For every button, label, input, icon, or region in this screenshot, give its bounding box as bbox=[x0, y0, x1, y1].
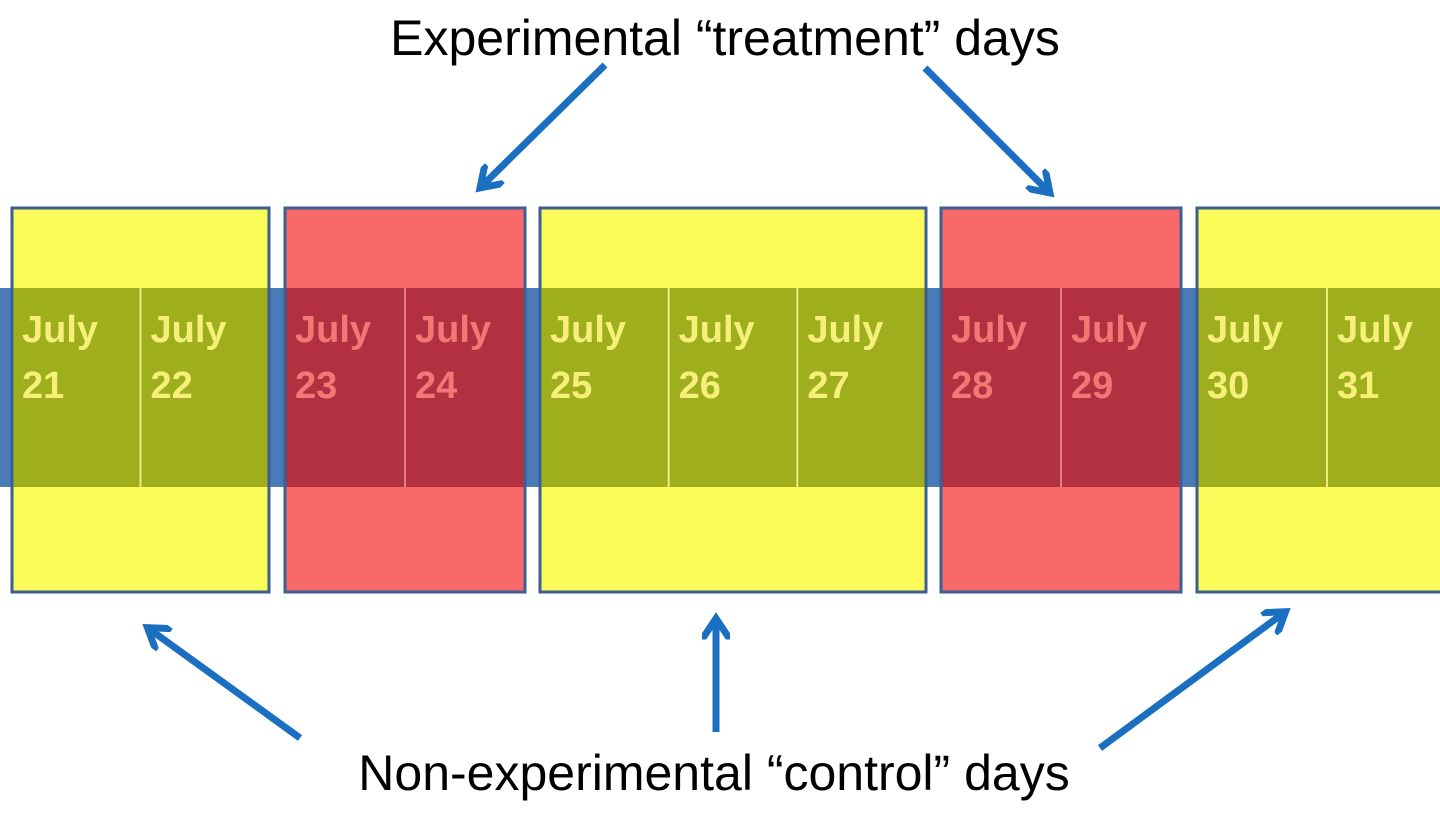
day-month: July bbox=[679, 309, 755, 351]
header-title: Experimental “treatment” days bbox=[390, 10, 1060, 66]
day-month: July bbox=[951, 309, 1027, 351]
day-number: 25 bbox=[550, 365, 592, 407]
day-month: July bbox=[1337, 309, 1413, 351]
day-month: July bbox=[550, 309, 626, 351]
day-number: 24 bbox=[415, 365, 457, 407]
group-border bbox=[283, 206, 527, 594]
group-border bbox=[1195, 206, 1440, 594]
arrow bbox=[484, 62, 608, 184]
arrow bbox=[152, 631, 303, 741]
day-number: 26 bbox=[679, 365, 721, 407]
group-border bbox=[939, 206, 1183, 594]
day-number: 22 bbox=[151, 365, 193, 407]
day-number: 31 bbox=[1337, 365, 1379, 407]
day-number: 28 bbox=[951, 365, 993, 407]
day-month: July bbox=[151, 309, 227, 351]
day-month: July bbox=[22, 309, 98, 351]
day-month: July bbox=[807, 309, 883, 351]
arrow bbox=[1097, 615, 1281, 751]
day-band bbox=[1197, 288, 1440, 487]
day-month: July bbox=[1071, 309, 1147, 351]
day-number: 29 bbox=[1071, 365, 1113, 407]
day-month: July bbox=[1207, 309, 1283, 351]
day-band bbox=[540, 288, 926, 487]
arrows bbox=[152, 62, 1281, 751]
group-border bbox=[10, 206, 271, 594]
day-number: 23 bbox=[295, 365, 337, 407]
day-month: July bbox=[295, 309, 371, 351]
day-month: July bbox=[415, 309, 491, 351]
group-border bbox=[538, 206, 928, 594]
arrow bbox=[922, 65, 1046, 189]
day-number: 30 bbox=[1207, 365, 1249, 407]
footer-title: Non-experimental “control” days bbox=[358, 745, 1069, 801]
groups: July 21 July 22 July 23 July 24 July 25 July 26 July… bbox=[10, 206, 1440, 594]
day-number: 27 bbox=[807, 365, 849, 407]
day-number: 21 bbox=[22, 365, 64, 407]
